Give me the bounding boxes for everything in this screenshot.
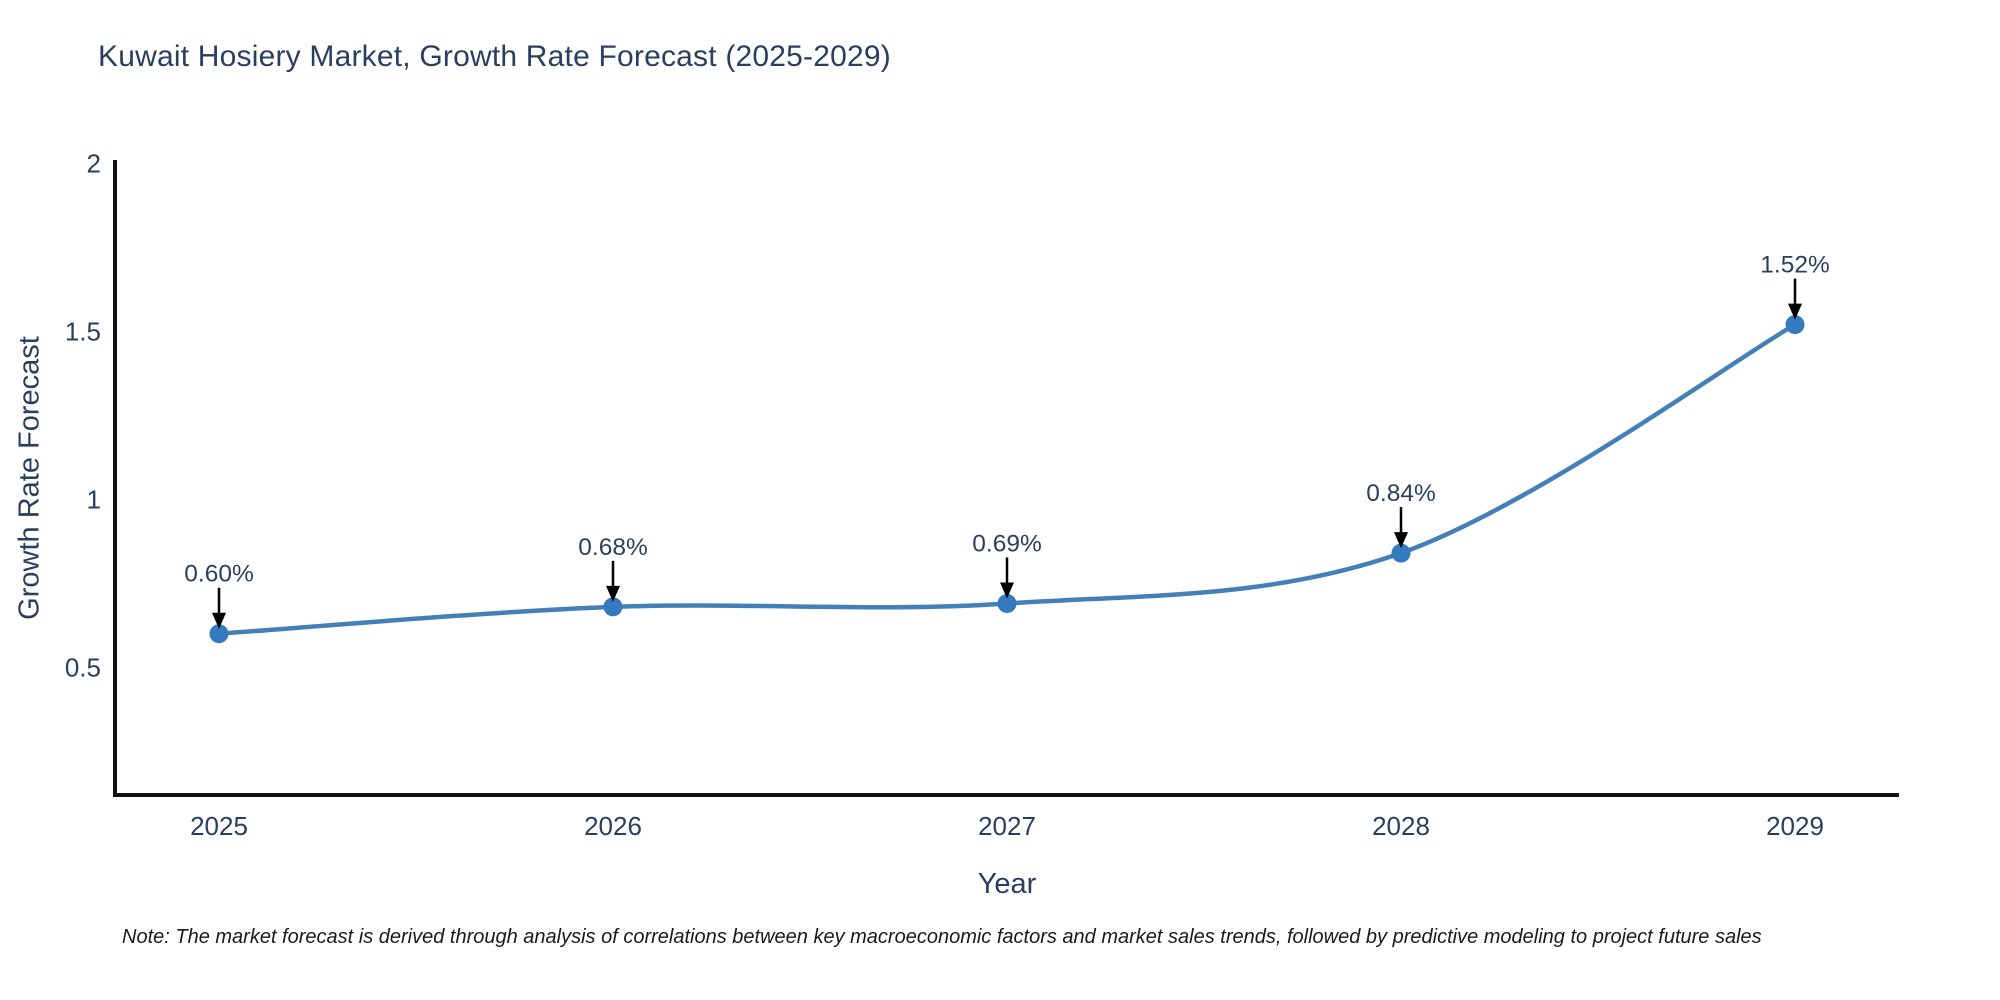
y-tick-label: 2 (87, 148, 101, 178)
data-point-label: 0.69% (972, 530, 1041, 557)
axis-lines (113, 160, 1899, 797)
annotation-arrowhead (1000, 582, 1014, 599)
data-point-marker (1785, 315, 1805, 335)
data-point-marker (997, 593, 1017, 613)
y-axis-title: Growth Rate Forecast (13, 336, 46, 620)
x-tick-label: 2026 (584, 811, 642, 841)
trend-line (216, 322, 1798, 636)
annotation-arrowhead (212, 612, 226, 629)
footnote: Note: The market forecast is derived thr… (122, 926, 1762, 948)
data-point-label: 0.68% (578, 534, 647, 561)
x-tick-label: 2028 (1372, 811, 1430, 841)
chart-title: Kuwait Hosiery Market, Growth Rate Forec… (98, 40, 891, 73)
data-point-label: 0.60% (184, 561, 253, 588)
x-tick-label: 2025 (190, 811, 248, 841)
data-point-marker (1391, 543, 1411, 563)
y-tick-label: 1.5 (65, 316, 101, 346)
data-point-label: 0.84% (1366, 480, 1435, 507)
data-point-marker (209, 624, 229, 644)
data-point-label: 1.52% (1760, 252, 1829, 279)
x-tick-label: 2029 (1766, 811, 1824, 841)
annotation-arrowhead (1788, 303, 1802, 320)
data-point-marker (603, 597, 623, 617)
x-tick-label: 2027 (978, 811, 1036, 841)
annotation-arrowhead (1394, 532, 1408, 549)
x-axis-title: Year (977, 868, 1037, 900)
y-tick-label: 0.5 (65, 652, 101, 682)
y-tick-label: 1 (87, 484, 101, 514)
annotation-arrowhead (606, 585, 620, 602)
